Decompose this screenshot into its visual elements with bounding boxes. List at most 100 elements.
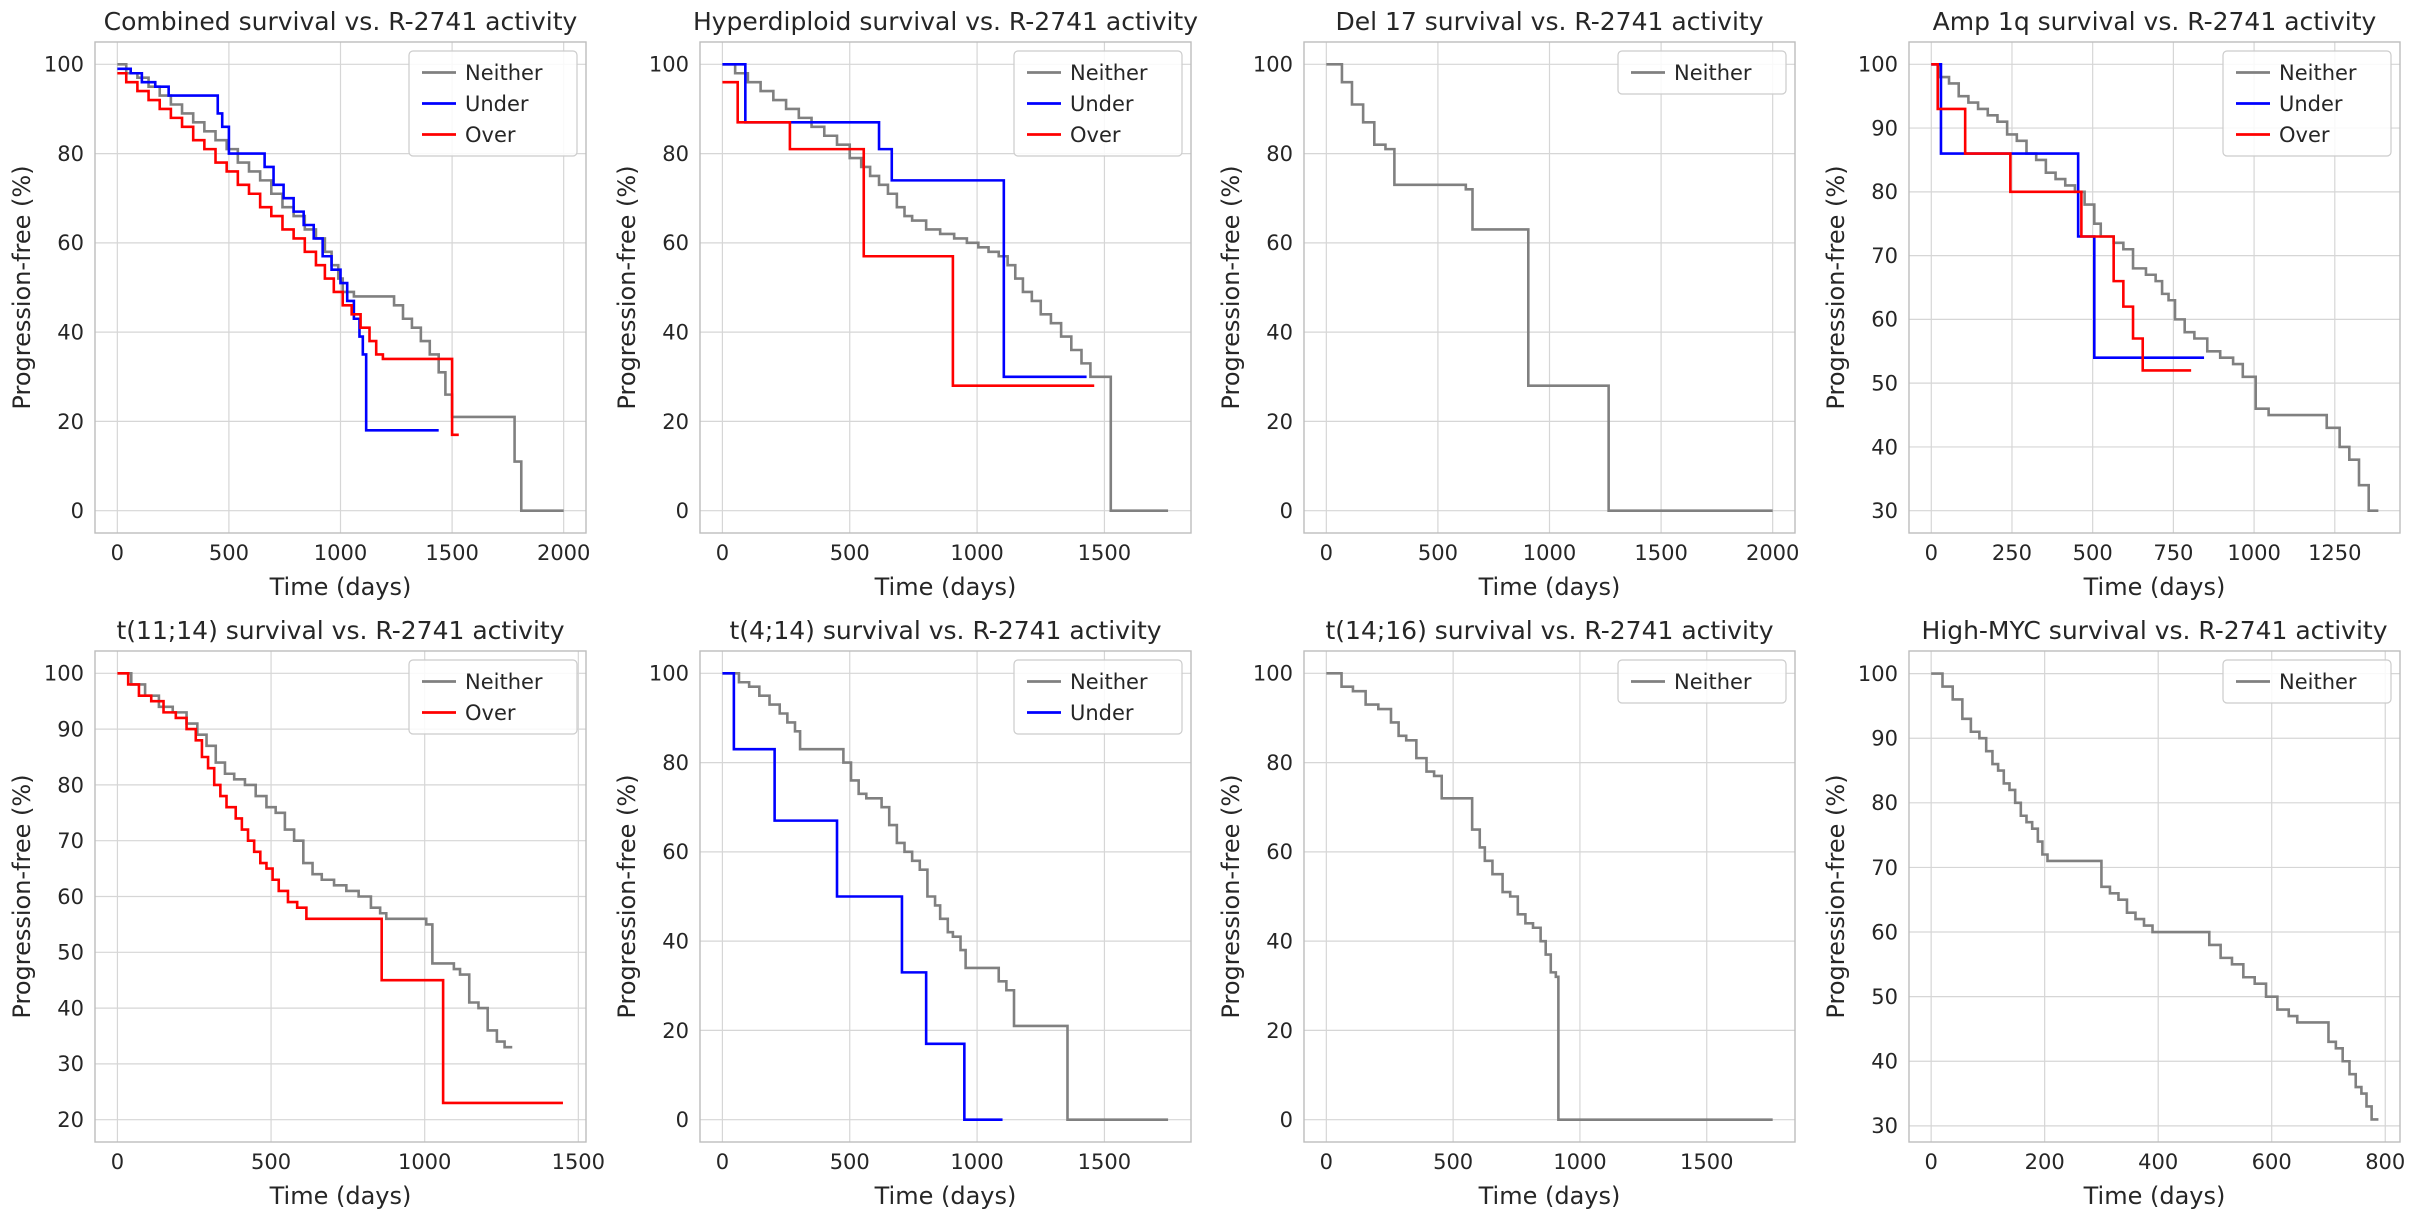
plot-area: 0 200 400 600 800 30 40 50 60 70 80 90 100 Neither — [1857, 650, 2405, 1174]
y-tick-label: 40 — [57, 320, 84, 344]
series-line-neither — [1930, 63, 2378, 512]
x-axis-label: Time (days) — [2082, 573, 2225, 601]
y-tick-label: 60 — [1266, 231, 1293, 255]
y-tick-label: 60 — [662, 840, 689, 864]
y-tick-label: 20 — [57, 410, 84, 434]
y-tick-label: 0 — [1280, 1108, 1293, 1132]
x-tick-label: 1000 — [1523, 541, 1576, 565]
x-tick-label: 0 — [111, 541, 124, 565]
legend-box — [1012, 50, 1183, 157]
legend: Neither Under Over — [2221, 50, 2392, 157]
y-tick-label: 80 — [57, 773, 84, 797]
y-tick-label: 40 — [1871, 435, 1898, 459]
x-tick-label: 0 — [1320, 1150, 1333, 1174]
legend-label-under: Under — [2279, 92, 2343, 116]
axes-frame — [698, 650, 1192, 1143]
x-tick-label: 0 — [715, 541, 728, 565]
x-tick-label: 1000 — [314, 541, 367, 565]
series-line-over — [1930, 63, 2191, 372]
y-tick-label: 100 — [1857, 662, 1897, 686]
x-tick-label: 0 — [111, 1150, 124, 1174]
legend: Neither Under Over — [408, 50, 578, 157]
panel-t14-16: t(14;16) survival vs. R-2741 activity Ti… — [1209, 609, 1814, 1218]
gridlines — [1304, 42, 1795, 533]
y-tick-label: 100 — [648, 53, 688, 77]
y-axis-label: Progression-free (%) — [1217, 165, 1245, 409]
x-tick-label: 0 — [1320, 541, 1333, 565]
y-tick-label: 80 — [662, 751, 689, 775]
x-tick-label: 750 — [2153, 541, 2193, 565]
y-tick-label: 80 — [57, 142, 84, 166]
y-tick-label: 100 — [1857, 53, 1897, 77]
panel-del17: Del 17 survival vs. R-2741 activity Time… — [1209, 0, 1814, 609]
plot-area: 0 500 1000 1500 0 20 40 60 80 100 Neither — [1253, 650, 1796, 1174]
y-tick-label: 80 — [662, 142, 689, 166]
legend-box — [1617, 659, 1787, 704]
tick-labels: 0 500 1000 1500 0 20 40 60 80 100 — [648, 662, 1130, 1174]
y-tick-label: 80 — [1871, 180, 1898, 204]
legend-label-over: Over — [465, 123, 516, 147]
y-tick-label: 30 — [1871, 499, 1898, 523]
y-axis-label: Progression-free (%) — [1822, 774, 1850, 1018]
x-tick-label: 500 — [829, 541, 869, 565]
chart-canvas-amp1q: Amp 1q survival vs. R-2741 activity Time… — [1822, 7, 2401, 601]
y-tick-label: 20 — [662, 410, 689, 434]
chart-canvas-del17: Del 17 survival vs. R-2741 activity Time… — [1217, 7, 1799, 601]
gridlines — [1908, 42, 2400, 533]
x-tick-label: 250 — [1991, 541, 2031, 565]
y-tick-label: 70 — [57, 829, 84, 853]
panel-hyperdiploid: Hyperdiploid survival vs. R-2741 activit… — [605, 0, 1210, 609]
chart-title: Del 17 survival vs. R-2741 activity — [1336, 7, 1764, 36]
x-tick-label: 1250 — [2308, 541, 2361, 565]
y-tick-label: 80 — [1871, 791, 1898, 815]
x-tick-label: 200 — [2024, 1150, 2064, 1174]
y-tick-label: 40 — [662, 320, 689, 344]
chart-canvas-hyperdiploid: Hyperdiploid survival vs. R-2741 activit… — [613, 7, 1198, 601]
y-tick-label: 40 — [57, 996, 84, 1020]
x-tick-label: 1500 — [1680, 1150, 1733, 1174]
legend: Neither — [1617, 659, 1787, 704]
y-tick-label: 70 — [1871, 856, 1898, 880]
chart-title: t(11;14) survival vs. R-2741 activity — [116, 616, 564, 645]
x-axis-label: Time (days) — [1478, 573, 1621, 601]
x-tick-label: 500 — [829, 1150, 869, 1174]
y-tick-label: 100 — [44, 662, 84, 686]
legend-box — [408, 50, 578, 157]
y-tick-label: 60 — [57, 885, 84, 909]
y-tick-label: 60 — [1871, 308, 1898, 332]
x-tick-label: 1500 — [552, 1150, 605, 1174]
series-line-neither — [117, 672, 513, 1049]
x-tick-label: 1000 — [398, 1150, 451, 1174]
legend-label-under: Under — [1070, 701, 1134, 725]
chart-title: Amp 1q survival vs. R-2741 activity — [1932, 7, 2376, 36]
panel-combined: Combined survival vs. R-2741 activity Ti… — [0, 0, 605, 609]
legend: Neither Under — [1012, 659, 1183, 735]
y-tick-label: 20 — [1266, 1019, 1293, 1043]
y-tick-label: 20 — [57, 1108, 84, 1132]
plot-area: 0 500 1000 1500 2000 0 20 40 60 80 100 Neither — [1253, 41, 1799, 565]
x-tick-label: 1000 — [950, 541, 1003, 565]
legend-label-neither: Neither — [2279, 61, 2357, 85]
legend-label-neither: Neither — [1070, 61, 1148, 85]
series-line-neither — [721, 672, 1168, 1121]
y-tick-label: 40 — [1266, 929, 1293, 953]
legend-box — [2221, 659, 2392, 704]
y-tick-label: 70 — [1871, 244, 1898, 268]
y-tick-label: 100 — [1253, 662, 1293, 686]
axes-frame — [1303, 41, 1796, 534]
tick-labels: 0 500 1000 1500 20 30 40 50 60 70 80 90 100 — [44, 662, 605, 1174]
axes-frame — [94, 650, 587, 1143]
y-axis-label: Progression-free (%) — [8, 774, 36, 1018]
y-axis-label: Progression-free (%) — [1217, 774, 1245, 1018]
legend-box — [408, 659, 578, 735]
gridlines — [1304, 651, 1795, 1142]
y-tick-label: 20 — [1266, 410, 1293, 434]
x-tick-label: 1500 — [1077, 541, 1130, 565]
y-tick-label: 50 — [1871, 985, 1898, 1009]
x-tick-label: 500 — [209, 541, 249, 565]
y-axis-label: Progression-free (%) — [1822, 165, 1850, 409]
y-tick-label: 50 — [1871, 371, 1898, 395]
y-tick-label: 90 — [1871, 727, 1898, 751]
x-tick-label: 500 — [251, 1150, 291, 1174]
y-tick-label: 60 — [1871, 920, 1898, 944]
